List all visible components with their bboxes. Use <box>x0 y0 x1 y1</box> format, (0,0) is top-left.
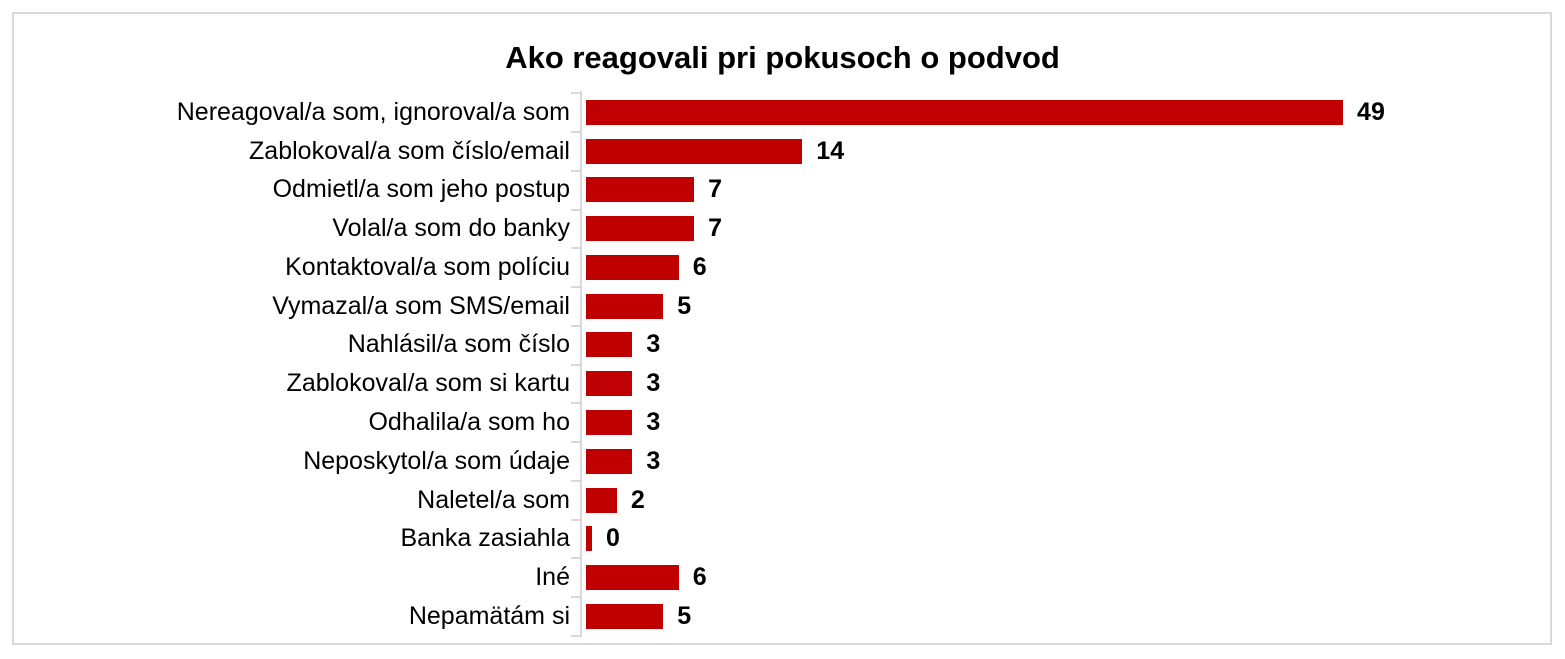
bar-chart-plot-area: Nereagoval/a som, ignoroval/a som 49 Zablo… <box>0 93 1565 637</box>
data-label: 7 <box>708 214 723 243</box>
bar-row: Iné 6 <box>0 558 1565 597</box>
data-label: 7 <box>708 175 723 204</box>
category-label: Zablokoval/a som si kartu <box>286 369 570 398</box>
axis-tick <box>571 557 580 560</box>
bar <box>586 216 695 242</box>
axis-tick <box>571 130 580 133</box>
bar-row: Nepamätám si 5 <box>0 597 1565 636</box>
axis-tick <box>571 402 580 405</box>
axis-tick <box>571 208 580 211</box>
data-label: 5 <box>677 601 692 630</box>
bar-row: Nahlásil/a som číslo 3 <box>0 326 1565 365</box>
category-label: Nahlásil/a som číslo <box>347 330 570 359</box>
bar-row: Nereagoval/a som, ignoroval/a som 49 <box>0 93 1565 132</box>
bar-row: Zablokoval/a som číslo/email 14 <box>0 132 1565 171</box>
data-label: 3 <box>646 369 661 398</box>
bar-row: Banka zasiahla 0 <box>0 519 1565 558</box>
bar <box>586 603 664 629</box>
axis-tick <box>571 441 580 444</box>
bar <box>586 410 633 436</box>
category-label: Nereagoval/a som, ignoroval/a som <box>176 97 570 126</box>
category-label: Vymazal/a som SMS/email <box>272 291 570 320</box>
bar <box>586 371 633 397</box>
data-label: 3 <box>646 446 661 475</box>
category-label: Odhalila/a som ho <box>368 408 570 437</box>
axis-tick <box>571 363 580 366</box>
bar <box>586 99 1344 125</box>
bar <box>586 177 695 203</box>
bar <box>586 448 633 474</box>
axis-tick <box>571 596 580 599</box>
category-label: Neposkytol/a som údaje <box>303 446 570 475</box>
category-label: Odmietl/a som jeho postup <box>272 175 570 204</box>
axis-tick <box>571 634 580 637</box>
bar-row: Naletel/a som 2 <box>0 481 1565 520</box>
bar-row: Odhalila/a som ho 3 <box>0 403 1565 442</box>
bar <box>586 487 617 513</box>
bar <box>586 332 633 358</box>
axis-tick <box>571 169 580 172</box>
axis-tick <box>571 324 580 327</box>
data-label: 0 <box>606 524 620 553</box>
category-label: Iné <box>535 563 570 592</box>
category-label: Naletel/a som <box>417 485 570 514</box>
chart-title: Ako reagovali pri pokusoch o podvod <box>505 40 1060 75</box>
axis-tick <box>571 286 580 289</box>
bar <box>586 526 592 552</box>
category-label: Banka zasiahla <box>400 524 570 553</box>
axis-tick <box>571 479 580 482</box>
axis-tick <box>571 247 580 250</box>
bar <box>586 293 664 319</box>
bar <box>586 565 679 591</box>
bar-row: Zablokoval/a som si kartu 3 <box>0 364 1565 403</box>
data-label: 6 <box>692 563 707 592</box>
bar <box>586 138 803 164</box>
axis-tick <box>571 92 580 95</box>
data-label: 5 <box>677 291 692 320</box>
category-label: Zablokoval/a som číslo/email <box>249 136 570 165</box>
bar <box>586 254 679 280</box>
data-label: 3 <box>646 408 661 437</box>
bar-row: Vymazal/a som SMS/email 5 <box>0 287 1565 326</box>
bar-row: Odmietl/a som jeho postup 7 <box>0 171 1565 210</box>
data-label: 3 <box>646 330 661 359</box>
bar-row: Neposkytol/a som údaje 3 <box>0 442 1565 481</box>
category-label: Volal/a som do banky <box>332 214 570 243</box>
data-label: 6 <box>692 252 707 281</box>
category-label: Kontaktoval/a som políciu <box>285 252 570 281</box>
axis-tick <box>571 518 580 521</box>
category-axis-line <box>580 91 582 637</box>
bar-row: Kontaktoval/a som políciu 6 <box>0 248 1565 287</box>
bar-row: Volal/a som do banky 7 <box>0 209 1565 248</box>
data-label: 49 <box>1357 97 1385 126</box>
category-label: Nepamätám si <box>408 601 570 630</box>
data-label: 14 <box>816 136 845 165</box>
data-label: 2 <box>630 485 645 514</box>
